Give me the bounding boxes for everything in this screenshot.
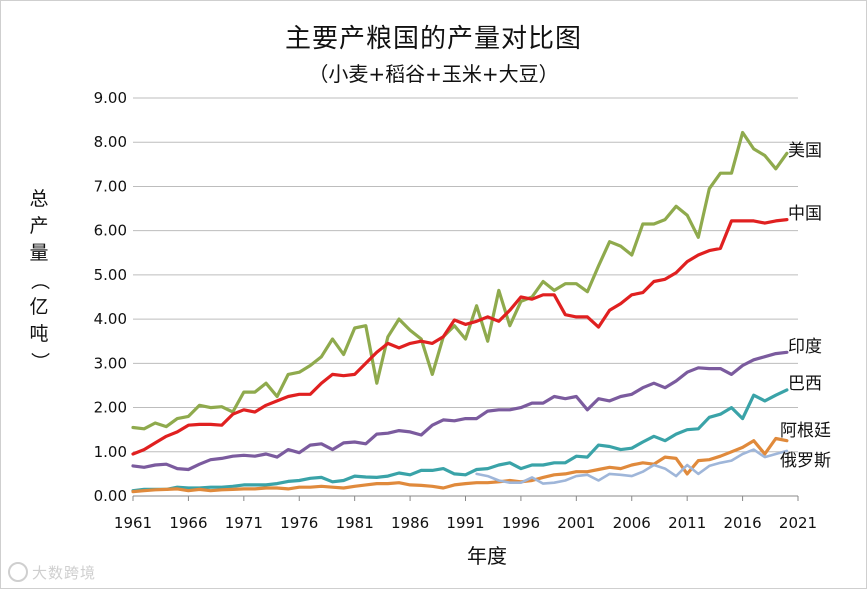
series-label: 阿根廷 — [780, 421, 831, 441]
y-axis-label-char: 产 — [29, 215, 49, 237]
y-axis-label: 总产量（亿吨） — [28, 186, 51, 375]
x-tick-label: 1966 — [169, 514, 207, 532]
watermark: 大数跨境 — [8, 562, 96, 583]
y-tick-label: 6.00 — [94, 222, 127, 240]
series-lines — [131, 130, 789, 494]
logo-icon — [8, 562, 28, 582]
y-tick-label: 1.00 — [94, 443, 127, 461]
y-tick-label: 5.00 — [94, 266, 127, 284]
series-label: 俄罗斯 — [780, 451, 831, 471]
series-label: 中国 — [788, 204, 822, 224]
watermark-text: 大数跨境 — [32, 564, 97, 582]
x-tick-label: 2001 — [557, 514, 595, 532]
x-tick-label: 1991 — [446, 514, 484, 532]
series-line-阿根廷 — [131, 436, 789, 494]
x-tick-label: 1971 — [225, 514, 263, 532]
y-tick-label: 3.00 — [94, 354, 127, 372]
series-line-巴西 — [131, 388, 789, 493]
y-axis-label-char: 总 — [29, 188, 49, 210]
x-axis-label: 年度 — [467, 544, 507, 568]
x-tick-label: 1961 — [114, 514, 152, 532]
chart-title: 主要产粮国的产量对比图 — [284, 24, 582, 54]
y-tick-label: 4.00 — [94, 310, 127, 328]
x-tick-label: 2016 — [723, 514, 761, 532]
y-tick-label: 9.00 — [94, 89, 127, 107]
x-tick-label: 2021 — [779, 514, 817, 532]
x-tick-label: 2006 — [613, 514, 651, 532]
series-label: 巴西 — [788, 374, 822, 394]
y-axis-label-char: 吨 — [29, 323, 49, 345]
y-tick-label: 7.00 — [94, 177, 127, 195]
y-tick-label: 2.00 — [94, 399, 127, 417]
gridlines — [132, 97, 799, 501]
y-tick-label: 0.00 — [94, 487, 127, 505]
x-tick-labels: 1961 1966 1971 1976 1981 1986 1991 1996 2001 2006… — [114, 514, 817, 532]
y-axis-label-char: 亿 — [29, 296, 49, 318]
series-line-中国 — [131, 218, 789, 456]
x-tick-label: 1986 — [391, 514, 429, 532]
x-tick-label: 1976 — [280, 514, 318, 532]
chart-subtitle: （小麦+稻谷+玉米+大豆） — [308, 62, 559, 86]
y-axis-label-char: 量 — [29, 242, 49, 264]
series-label: 美国 — [788, 141, 822, 161]
x-tick-label: 1981 — [336, 514, 374, 532]
y-tick-labels: 0.00 1.00 2.00 3.00 4.00 5.00 6.00 7.00 8.00 9.00 — [94, 89, 127, 505]
series-line-印度 — [131, 350, 789, 472]
series-line-美国 — [131, 130, 789, 431]
series-line-俄罗斯 — [475, 448, 789, 485]
y-tick-label: 8.00 — [94, 133, 127, 151]
series-label: 印度 — [788, 337, 822, 357]
x-tick-label: 1996 — [502, 514, 540, 532]
x-tick-label: 2011 — [668, 514, 706, 532]
